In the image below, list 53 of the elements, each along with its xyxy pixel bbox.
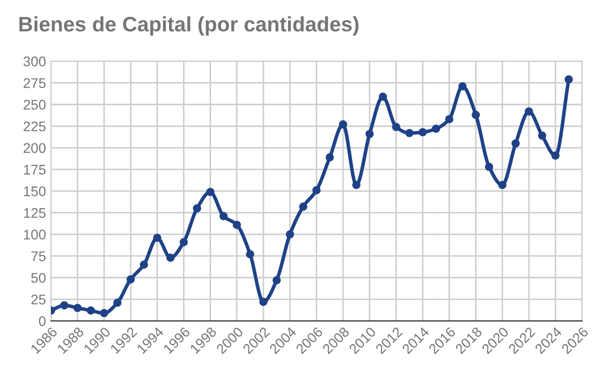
point xyxy=(326,153,334,162)
point xyxy=(113,298,122,307)
point xyxy=(299,202,308,211)
chart-title: Bienes de Capital (por cantidades) xyxy=(19,16,358,36)
y-tick-label: 50 xyxy=(31,272,46,283)
point xyxy=(166,254,175,262)
point xyxy=(564,75,573,84)
point xyxy=(378,92,387,101)
point xyxy=(312,186,321,194)
point xyxy=(338,120,348,129)
point xyxy=(432,124,440,133)
point xyxy=(472,110,480,119)
point xyxy=(405,128,414,138)
point xyxy=(512,139,520,148)
point xyxy=(259,298,268,306)
y-tick-label: 125 xyxy=(24,208,46,218)
point xyxy=(153,234,162,242)
point xyxy=(73,304,82,312)
y-tick-label: 200 xyxy=(24,143,46,153)
point xyxy=(352,180,360,190)
point xyxy=(232,220,241,229)
point xyxy=(458,82,467,90)
y-tick-label: 250 xyxy=(24,100,46,110)
point xyxy=(246,250,254,258)
point xyxy=(140,260,148,269)
point xyxy=(180,238,188,246)
y-tick-label: 0 xyxy=(38,316,46,326)
point xyxy=(286,230,294,238)
point xyxy=(392,122,400,132)
point xyxy=(192,204,202,212)
point xyxy=(100,309,108,318)
point xyxy=(524,107,534,116)
y-tick-label: 100 xyxy=(24,230,46,240)
point xyxy=(365,130,374,138)
y-tick-label: 300 xyxy=(24,56,46,66)
y-tick-label: 225 xyxy=(24,121,46,132)
point xyxy=(126,275,135,284)
y-tick-label: 75 xyxy=(31,251,46,262)
point xyxy=(498,180,506,190)
y-tick-label: 150 xyxy=(24,186,46,196)
point xyxy=(206,188,214,196)
point xyxy=(418,128,427,136)
y-tick-label: 275 xyxy=(24,78,46,88)
point xyxy=(484,162,494,171)
point xyxy=(272,276,281,284)
point xyxy=(551,151,560,160)
y-tick-label: 25 xyxy=(31,294,46,304)
point xyxy=(538,132,546,140)
point xyxy=(219,212,228,220)
point xyxy=(86,306,95,315)
y-tick-label: 175 xyxy=(24,164,46,175)
point xyxy=(445,115,454,124)
point xyxy=(60,301,68,310)
